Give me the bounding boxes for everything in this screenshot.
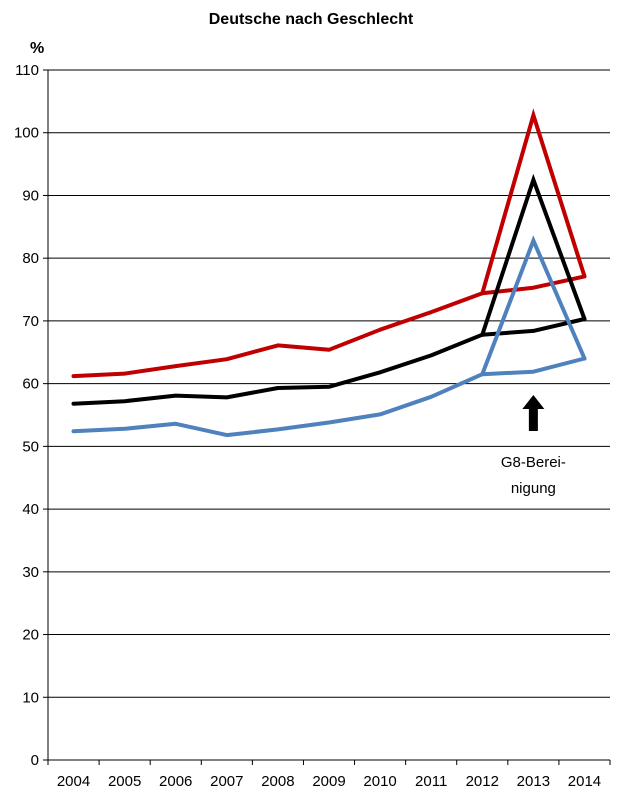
y-axis-ticks: 0 10 20 30 40 50 60 70 80 90 100 110 xyxy=(14,62,48,769)
x-tick-label: 2014 xyxy=(568,773,601,790)
annotation-group: G8-Berei-nigung xyxy=(501,395,566,497)
annotation-text: G8-Berei- xyxy=(501,454,566,471)
series-line-1 xyxy=(71,317,587,406)
x-tick-label: 2006 xyxy=(159,773,192,790)
x-tick-label: 2008 xyxy=(261,773,294,790)
y-tick-label: 30 xyxy=(22,564,39,581)
x-tick-label: 2011 xyxy=(415,773,447,790)
gridlines xyxy=(48,69,610,698)
y-tick-label: 10 xyxy=(22,689,39,706)
series-peak-line-2 xyxy=(480,235,587,377)
y-tick-label: 60 xyxy=(22,376,39,393)
y-tick-label: 20 xyxy=(22,627,39,644)
x-tick-label: 2010 xyxy=(363,773,396,790)
series-line-2 xyxy=(71,356,587,438)
x-tick-label: 2009 xyxy=(312,773,345,790)
x-tick-label: 2012 xyxy=(466,773,499,790)
y-tick-label: 0 xyxy=(31,752,39,769)
x-tick-label: 2004 xyxy=(57,773,90,790)
x-tick-label: 2005 xyxy=(108,773,141,790)
y-tick-label: 100 xyxy=(14,125,39,142)
chart-title: Deutsche nach Geschlecht xyxy=(209,11,414,28)
series-line-0 xyxy=(71,274,587,379)
x-tick-label: 2007 xyxy=(210,773,243,790)
y-tick-label: 90 xyxy=(22,187,39,204)
annotation-text: nigung xyxy=(511,480,556,497)
series-peak-line-1 xyxy=(480,173,587,337)
series-group xyxy=(71,108,587,438)
x-tick-label: 2013 xyxy=(517,773,550,790)
y-tick-label: 70 xyxy=(22,313,39,330)
y-tick-label: 110 xyxy=(15,62,39,79)
y-tick-label: 50 xyxy=(22,438,39,455)
y-tick-label: 80 xyxy=(22,250,39,267)
arrow-up-icon xyxy=(522,395,545,431)
y-tick-label: 40 xyxy=(22,501,39,518)
x-axis-ticks: 2004 2005 2006 2007 2008 2009 2010 2011 2012 2013… xyxy=(47,760,611,790)
y-axis-unit: % xyxy=(30,40,44,57)
series-peak-line-0 xyxy=(480,108,587,296)
